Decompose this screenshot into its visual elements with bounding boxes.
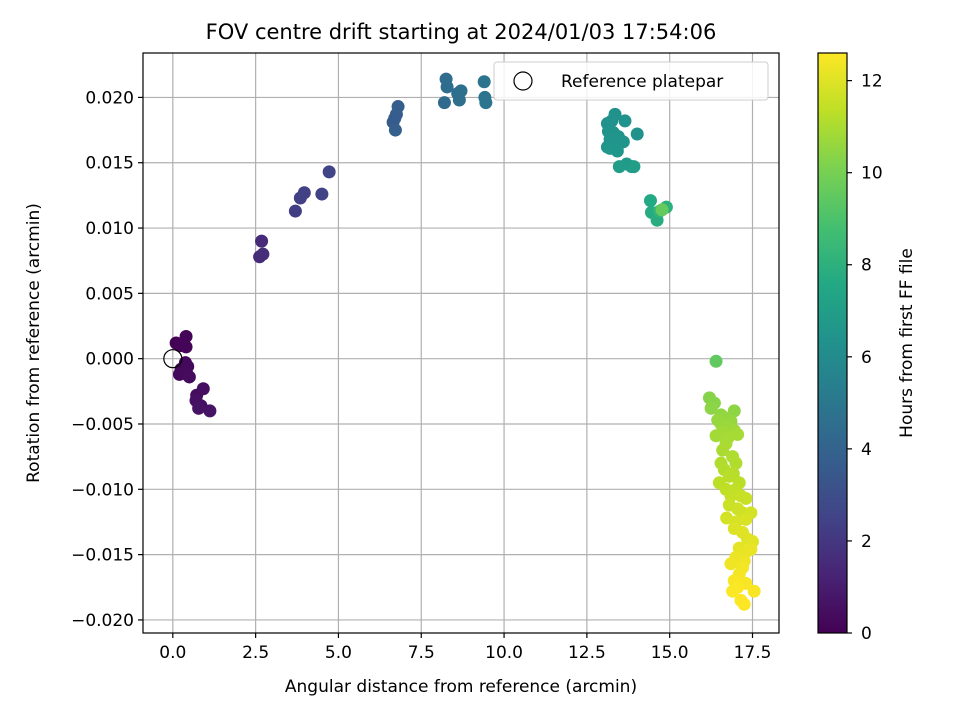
data-point bbox=[196, 382, 210, 396]
data-point bbox=[727, 404, 741, 418]
data-point bbox=[709, 354, 723, 368]
data-point bbox=[731, 427, 745, 441]
colorbar-tick-label: 8 bbox=[861, 256, 872, 276]
colorbar: 0 2 4 6 8 10 12 Hours from first FF file bbox=[817, 52, 917, 644]
data-point bbox=[716, 443, 730, 457]
legend-marker-reference bbox=[513, 71, 533, 91]
y-tick-label: 0.010 bbox=[85, 219, 134, 239]
colorbar-tick-label: 6 bbox=[861, 348, 872, 368]
chart-title: FOV centre drift starting at 2024/01/03 … bbox=[206, 20, 717, 44]
data-point bbox=[704, 401, 718, 415]
data-point bbox=[288, 204, 302, 218]
data-point bbox=[724, 557, 738, 571]
y-tick-label: 0.020 bbox=[85, 88, 134, 108]
y-tick-label: 0.000 bbox=[85, 350, 134, 370]
plot-area-frame bbox=[142, 52, 780, 634]
y-tick-label: −0.020 bbox=[71, 611, 134, 631]
data-point bbox=[255, 234, 269, 248]
scatter-points bbox=[163, 72, 761, 611]
y-tick-label: −0.005 bbox=[71, 415, 134, 435]
data-point bbox=[297, 186, 311, 200]
data-point bbox=[437, 96, 451, 110]
x-tick-label: 2.5 bbox=[242, 643, 269, 663]
data-point bbox=[256, 247, 270, 261]
y-tick-label: 0.005 bbox=[85, 284, 134, 304]
data-point bbox=[179, 329, 193, 343]
colorbar-gradient bbox=[817, 52, 848, 634]
data-point bbox=[643, 194, 657, 208]
colorbar-tick-label: 2 bbox=[861, 532, 872, 552]
data-point bbox=[744, 542, 758, 556]
x-tick-label: 17.5 bbox=[734, 643, 772, 663]
data-point bbox=[729, 456, 743, 470]
y-axis-ticks: 0.020 0.015 0.010 0.005 0.000 −0.005 −0.010 −0.… bbox=[71, 88, 143, 631]
y-tick-label: −0.010 bbox=[71, 480, 134, 500]
colorbar-tick-label: 10 bbox=[861, 164, 883, 184]
data-point bbox=[747, 584, 761, 598]
data-point bbox=[203, 404, 217, 418]
data-point bbox=[322, 165, 336, 179]
data-point bbox=[479, 96, 493, 110]
data-point bbox=[391, 100, 405, 114]
colorbar-tick-label: 4 bbox=[861, 440, 872, 460]
data-point bbox=[739, 512, 753, 526]
x-axis-label: Angular distance from reference (arcmin) bbox=[285, 677, 637, 697]
colorbar-tick-label: 12 bbox=[861, 72, 883, 92]
data-point bbox=[182, 370, 196, 384]
x-tick-label: 0.0 bbox=[159, 643, 186, 663]
x-tick-label: 10.0 bbox=[485, 643, 523, 663]
x-tick-label: 15.0 bbox=[651, 643, 689, 663]
data-point bbox=[737, 597, 751, 611]
x-tick-label: 7.5 bbox=[408, 643, 435, 663]
data-point bbox=[612, 160, 626, 174]
data-point bbox=[709, 429, 723, 443]
data-point bbox=[605, 114, 619, 128]
reference-platepar-marker bbox=[163, 349, 183, 369]
y-tick-label: 0.015 bbox=[85, 154, 134, 174]
x-tick-label: 5.0 bbox=[325, 643, 352, 663]
data-point bbox=[179, 340, 193, 354]
data-point bbox=[739, 491, 753, 505]
colorbar-label: Hours from first FF file bbox=[897, 248, 917, 438]
data-point bbox=[477, 75, 491, 89]
data-point bbox=[627, 160, 641, 174]
data-point bbox=[610, 144, 624, 158]
data-point bbox=[440, 80, 454, 94]
x-axis-ticks: 0.0 2.5 5.0 7.5 10.0 12.5 15.0 17.5 bbox=[159, 633, 771, 663]
data-point bbox=[726, 584, 740, 598]
legend-label-reference: Reference platepar bbox=[561, 72, 723, 92]
y-tick-label: −0.015 bbox=[71, 546, 134, 566]
data-point bbox=[618, 114, 632, 128]
data-point bbox=[192, 401, 206, 415]
data-point bbox=[630, 127, 644, 141]
data-point bbox=[315, 187, 329, 201]
legend-box bbox=[493, 61, 769, 101]
legend: Reference platepar bbox=[493, 61, 769, 101]
x-tick-label: 12.5 bbox=[568, 643, 606, 663]
y-axis-label: Rotation from reference (arcmin) bbox=[24, 203, 44, 483]
data-point bbox=[722, 469, 736, 483]
data-point bbox=[655, 203, 669, 217]
data-point bbox=[454, 84, 468, 98]
data-point bbox=[388, 123, 402, 137]
colorbar-ticks: 0 2 4 6 8 10 12 bbox=[847, 72, 883, 644]
colorbar-tick-label: 0 bbox=[861, 624, 872, 644]
grid bbox=[143, 53, 779, 633]
